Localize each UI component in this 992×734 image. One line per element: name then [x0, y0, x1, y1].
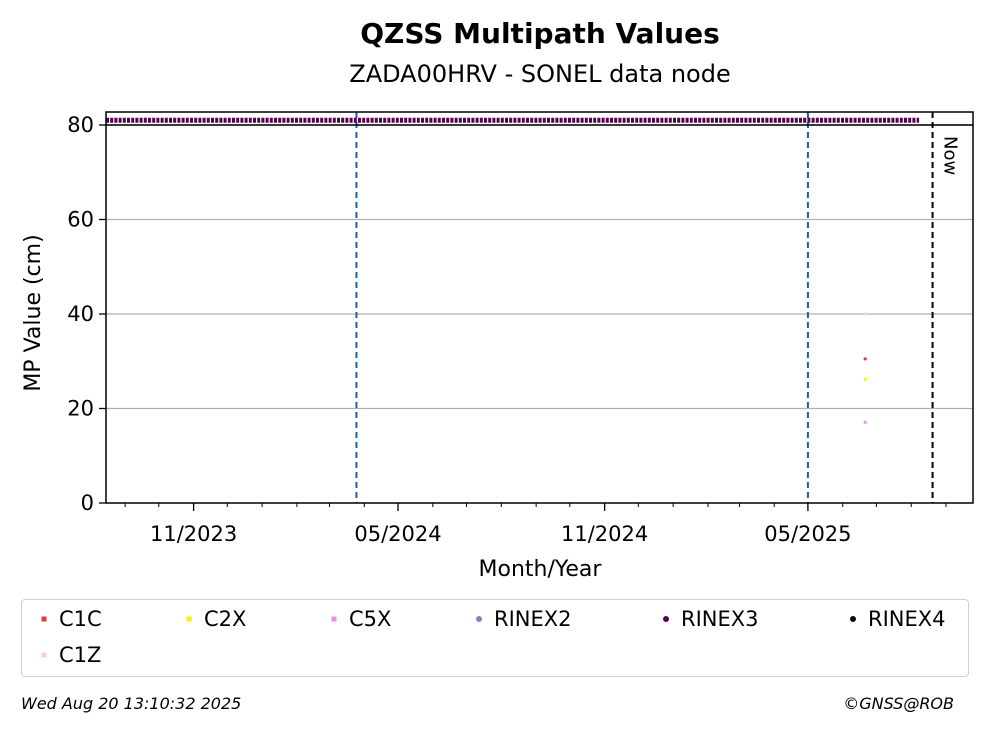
legend-marker-icon: [41, 652, 47, 658]
legend-marker-icon: [476, 616, 482, 622]
legend-label: C1Z: [59, 643, 102, 667]
legend-label: C2X: [204, 607, 247, 631]
chart-title: QZSS Multipath Values: [360, 17, 720, 50]
y-axis-label: MP Value (cm): [21, 234, 46, 391]
legend-marker-icon: [186, 616, 192, 622]
data-point-c1z: [863, 312, 867, 316]
legend-marker-icon: [41, 616, 47, 622]
now-label: Now: [940, 136, 961, 175]
legend-marker-icon: [850, 616, 856, 622]
data-point-c1c: [863, 357, 867, 361]
plot-frame: [105, 111, 974, 504]
y-tick-label: 40: [67, 302, 94, 326]
y-tick-label: 20: [67, 397, 94, 421]
y-tick-label: 80: [67, 113, 94, 137]
x-tick-label: 05/2024: [354, 522, 441, 546]
footer-timestamp: Wed Aug 20 13:10:32 2025: [21, 694, 242, 713]
x-axis-label: Month/Year: [479, 557, 603, 582]
legend-label: C1C: [59, 607, 102, 631]
legend-label: RINEX4: [868, 607, 946, 631]
legend-label: C5X: [349, 607, 392, 631]
y-tick-label: 0: [81, 491, 94, 515]
x-tick-label: 05/2025: [764, 522, 851, 546]
legend: C1C C2X C5X RINEX2 RINEX3 RINEX4 C1Z: [21, 599, 969, 677]
data-point-c2x: [863, 377, 867, 381]
data-point-c5x: [863, 420, 867, 424]
legend-label: RINEX3: [681, 607, 759, 631]
footer-credit: ©GNSS@ROB: [843, 694, 954, 713]
legend-marker-icon: [663, 616, 669, 622]
chart-subtitle: ZADA00HRV - SONEL data node: [349, 60, 730, 88]
legend-marker-icon: [331, 616, 337, 622]
y-tick-label: 60: [67, 208, 94, 232]
x-tick-label: 11/2023: [150, 522, 237, 546]
legend-label: RINEX2: [494, 607, 572, 631]
x-tick-label: 11/2024: [561, 522, 648, 546]
